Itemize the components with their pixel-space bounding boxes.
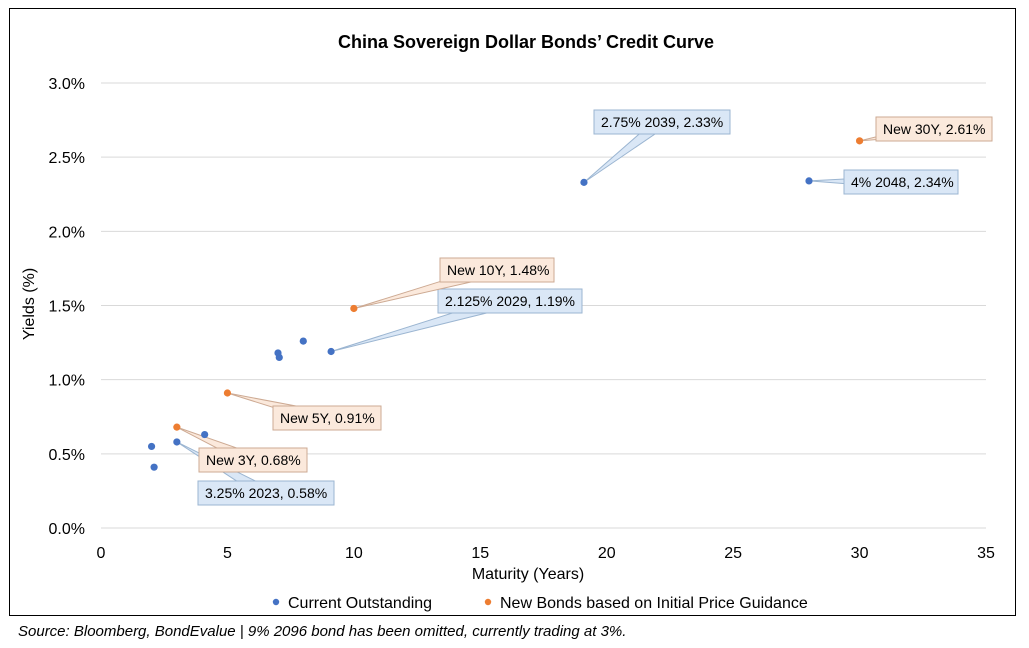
current-bond-point <box>327 347 335 356</box>
data-label: New 5Y, 0.91% <box>280 410 375 426</box>
current-bond-point <box>173 438 181 446</box>
new-bond-point <box>223 389 232 397</box>
new-bond-point <box>350 304 358 313</box>
data-label: 2.125% 2029, 1.19% <box>445 293 575 309</box>
chart-frame: China Sovereign Dollar Bonds’ Credit Cur… <box>9 8 1016 616</box>
legend-marker <box>484 598 492 606</box>
x-tick-label: 15 <box>471 545 489 562</box>
current-bond-point <box>147 442 156 451</box>
data-label: 4% 2048, 2.34% <box>851 174 954 190</box>
point-layer <box>147 137 864 471</box>
data-label-box <box>593 109 731 135</box>
current-bond-point <box>299 337 307 345</box>
legend-label: Current Outstanding <box>288 595 432 612</box>
x-tick-label: 5 <box>223 545 232 562</box>
x-tick-label: 30 <box>851 545 869 562</box>
data-label-box <box>198 447 308 473</box>
current-bond-point <box>150 463 158 471</box>
y-tick-label: 0.5% <box>49 447 85 464</box>
data-label-box <box>197 480 335 506</box>
axis-layer: 0.0% 0.5% 1.0% 1.5% 2.0% 2.5% 3.0% 0 5 10 15 20 25 30… <box>49 76 995 562</box>
data-label: New 3Y, 0.68% <box>206 452 301 468</box>
legend-label: New Bonds based on Initial Price Guidanc… <box>500 595 808 612</box>
current-bond-point <box>805 177 813 185</box>
callout-layer: 3.25% 2023, 0.58% 2.125% 2029, 1.19% 2.75%… <box>176 109 993 506</box>
x-tick-label: 10 <box>345 545 363 562</box>
new-bond-point <box>855 137 864 145</box>
x-axis-title: Maturity (Years) <box>472 566 584 583</box>
source-note: Source: Bloomberg, BondEvalue | 9% 2096 … <box>18 623 627 640</box>
x-tick-label: 0 <box>97 545 106 562</box>
x-tick-label: 35 <box>977 545 995 562</box>
current-bond-point <box>580 178 588 186</box>
x-tick-label: 20 <box>598 545 616 562</box>
credit-curve-chart: China Sovereign Dollar Bonds’ Credit Cur… <box>21 32 995 612</box>
data-label: New 30Y, 2.61% <box>883 121 985 137</box>
current-bond-point <box>275 353 283 362</box>
data-label-box <box>875 116 993 142</box>
y-tick-label: 1.5% <box>49 299 85 316</box>
legend-marker <box>272 598 280 606</box>
legend: Current Outstanding New Bonds based on In… <box>272 595 808 612</box>
data-label-box <box>843 169 959 195</box>
data-label: 3.25% 2023, 0.58% <box>205 485 327 501</box>
data-label: 2.75% 2039, 2.33% <box>601 114 723 130</box>
current-bond-point <box>201 430 209 439</box>
y-tick-label: 0.0% <box>49 521 85 538</box>
data-label-box <box>272 405 382 431</box>
x-tick-label: 25 <box>724 545 742 562</box>
data-label: New 10Y, 1.48% <box>447 262 549 278</box>
chart-title: China Sovereign Dollar Bonds’ Credit Cur… <box>338 32 714 52</box>
data-label-box <box>439 257 555 283</box>
data-label-box <box>437 288 583 314</box>
y-tick-label: 2.5% <box>49 150 85 167</box>
y-axis-title: Yields (%) <box>21 268 38 340</box>
y-tick-label: 2.0% <box>49 224 85 241</box>
y-tick-label: 1.0% <box>49 373 85 390</box>
new-bond-point <box>173 423 181 431</box>
y-tick-label: 3.0% <box>49 76 85 93</box>
